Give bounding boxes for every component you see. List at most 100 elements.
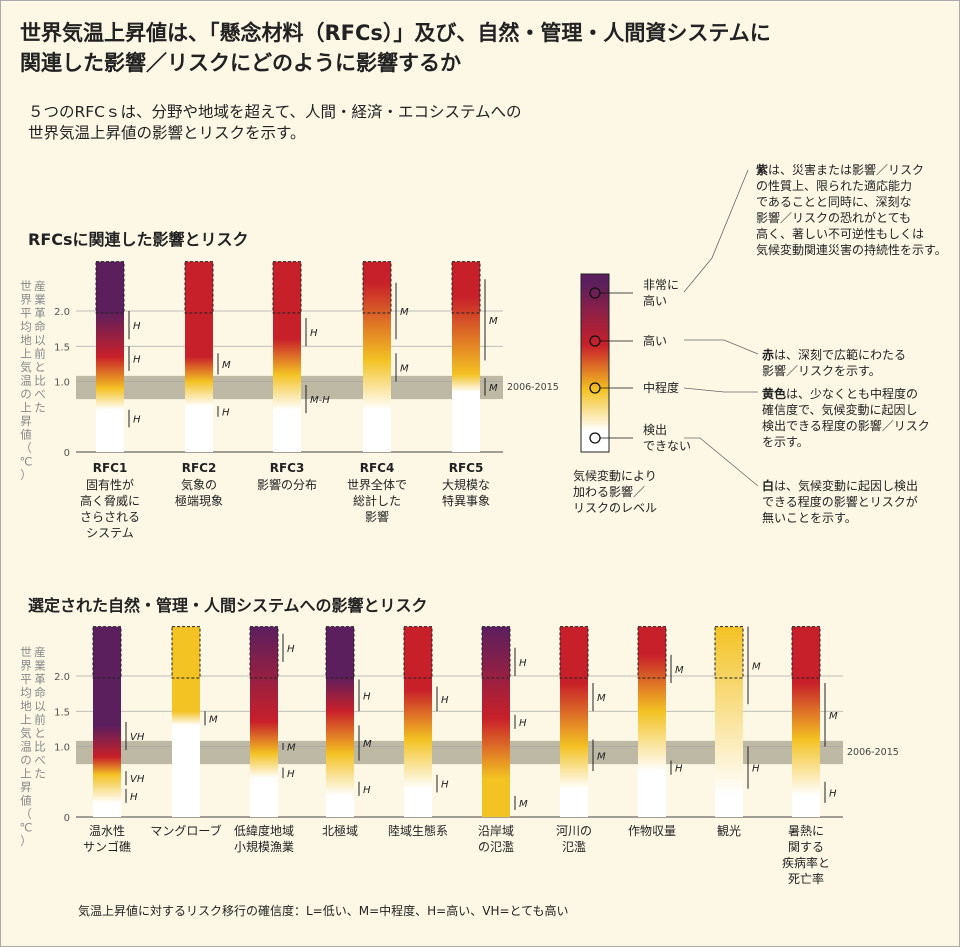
sys-bar <box>792 626 820 817</box>
sys-bar <box>638 626 666 817</box>
sys-y-axis-label-char: べ <box>34 753 46 767</box>
rfc-y-axis-label-char: 上 <box>20 401 32 415</box>
rfc-bar-label: 世界全体で <box>347 477 407 492</box>
rfc-y-tick: 0 <box>64 448 70 459</box>
rfc-confidence-label: H <box>133 321 141 332</box>
rfc-bar-label: システム <box>86 526 134 540</box>
sys-confidence-label: H <box>130 792 138 803</box>
rfc-y-tick: 2.0 <box>54 307 70 318</box>
ann-red-keyword: 赤 <box>762 348 775 362</box>
ann-white-line: 白は、気候変動に起因し検出 <box>762 479 919 493</box>
rfc-y-axis-label-char: の <box>20 387 32 401</box>
sys-bar-label: 北極域 <box>322 823 358 838</box>
sys-confidence-label: M <box>287 743 296 754</box>
sys-confidence-label: M <box>597 693 606 704</box>
annotation-red: 赤は、深刻で広範にわたる 影響／リスクを示す。 <box>762 347 906 379</box>
sys-y-axis-label-char: 革 <box>34 672 46 686</box>
ann-yellow-line: 検出できる程度の影響／リスク <box>762 419 930 433</box>
rfc-y-axis-label-char: 温 <box>20 374 32 388</box>
ann-purple-line: であることと同時に、深刻な <box>756 195 912 209</box>
rfc-y-axis-label-char: 気 <box>20 360 32 374</box>
legend-caption: 加わる影響／ <box>573 484 645 499</box>
rfc-bar <box>185 261 213 452</box>
sys-y-tick: 2.0 <box>54 672 70 683</box>
sys-y-axis-label-char: 以 <box>34 699 46 713</box>
rfc-y-axis-label-char: 命 <box>34 320 46 334</box>
sys-confidence-label: H <box>287 644 295 655</box>
confidence-footnote: 気温上昇値に対するリスク移行の確信度：L=低い、M=中程度、H=高い、VH=とて… <box>78 904 569 918</box>
subtitle-line-2: 世界気温上昇値の影響とリスクを示す。 <box>28 124 306 142</box>
rfc-y-axis-label-char: 産 <box>34 279 46 293</box>
rfc-y-axis-label-char: 地 <box>20 333 32 347</box>
sys-bar-label: 小規模漁業 <box>234 839 294 854</box>
sys-y-axis-label-char: 上 <box>20 767 32 781</box>
rfc-bar-code: RFC1 <box>93 461 128 475</box>
annotation-leader <box>684 339 759 355</box>
sys-confidence-label: VH <box>130 732 145 743</box>
rfc-bar-label: さらされる <box>80 510 140 524</box>
sys-bar <box>482 626 510 817</box>
sys-y-axis-label-char: 比 <box>34 740 46 754</box>
rfc-y-tick: 1.5 <box>54 342 70 353</box>
sys-bar <box>250 626 278 817</box>
sys-bar-label: 陸域生態系 <box>388 823 448 838</box>
ann-yellow-line: 黄色は、少なくとも中程度の <box>762 387 919 401</box>
ann-purple-line: 影響／リスクの恐れがとても <box>756 211 912 225</box>
sys-y-axis-label-char: ℃ <box>20 821 33 835</box>
ann-white-line: できる程度の影響とリスクが <box>762 495 918 509</box>
rfc-y-axis-label-char: 世 <box>20 279 32 293</box>
sys-y-axis-label-char: 均 <box>20 686 32 700</box>
ann-purple-keyword: 紫 <box>756 163 769 177</box>
sys-confidence-label: M <box>209 714 218 725</box>
sys-bar-label: 暑熱に <box>788 824 824 838</box>
legend-level-label: 中程度 <box>643 380 679 395</box>
sys-y-axis-label-char: 温 <box>20 740 32 754</box>
sys-y-axis-label-char: 前 <box>34 713 46 727</box>
rfc-confidence-label: M-H <box>310 395 330 406</box>
legend-caption: 気候変動により <box>573 468 657 483</box>
sys-bar-label: 氾濫 <box>562 840 586 854</box>
sys-y-axis-label-char: 産 <box>34 645 46 659</box>
rfc-bar-label: 固有性が <box>86 477 134 492</box>
sys-bar-label: 死亡率 <box>788 871 824 886</box>
ann-purple-line: 気候変動関連災害の持続性を示す。 <box>756 243 947 257</box>
sys-y-axis-label-char: 上 <box>20 713 32 727</box>
rfc-y-axis-label-char: 上 <box>20 347 32 361</box>
sys-bar-label: 河川の <box>556 824 592 838</box>
ann-purple-line: の性質上、限られた適応能力 <box>756 179 913 193</box>
sys-bar <box>715 626 743 817</box>
rfc-confidence-label: M <box>222 360 231 371</box>
sys-period-label: 2006-2015 <box>847 747 899 758</box>
ann-yellow-line: を示す。 <box>762 435 809 449</box>
rfc-bar-label: 影響 <box>365 509 389 524</box>
rfc-bar-code: RFC2 <box>182 461 217 475</box>
sys-y-tick: 1.0 <box>54 743 70 754</box>
sys-bar-label: 作物収量 <box>628 824 676 838</box>
rfc-confidence-label: M <box>489 316 498 327</box>
sys-confidence-label: H <box>441 780 449 791</box>
sys-confidence-label: M <box>363 739 372 750</box>
sys-bar <box>326 626 354 817</box>
annotation-leader <box>683 169 749 293</box>
rfc-bar-label: 極端現象 <box>175 493 223 508</box>
sys-y-axis-label-char: 地 <box>20 699 32 713</box>
rfc-y-axis-label-char: 前 <box>34 347 46 361</box>
sys-bar-label: 低緯度地域 <box>234 823 294 838</box>
rfc-period-label: 2006-2015 <box>507 382 559 393</box>
rfc-confidence-label: M <box>400 307 409 318</box>
rfc-y-axis-label-char: 比 <box>34 374 46 388</box>
sys-bar-label: 観光 <box>717 824 741 838</box>
ann-yellow-line: 確信度で、気候変動に起因し <box>762 403 918 417</box>
sys-confidence-label: M <box>829 711 838 722</box>
rfc-y-axis-label-char: 値 <box>20 428 32 442</box>
sys-bar-label: 温水性 <box>89 824 125 838</box>
rfc-bar-label: 特異事象 <box>442 493 490 508</box>
sys-y-axis-label-char: 値 <box>20 794 32 808</box>
rfc-y-axis-label-char: 革 <box>34 306 46 320</box>
rfc-confidence-label: M <box>400 363 409 374</box>
sys-confidence-label: H <box>519 658 527 669</box>
title-line-1: 世界気温上昇値は、「懸念材料（RFCs）」及び、自然・管理・人間資システムに <box>20 21 771 45</box>
sys-bar <box>404 626 432 817</box>
legend-level-label: 高い <box>643 333 667 348</box>
